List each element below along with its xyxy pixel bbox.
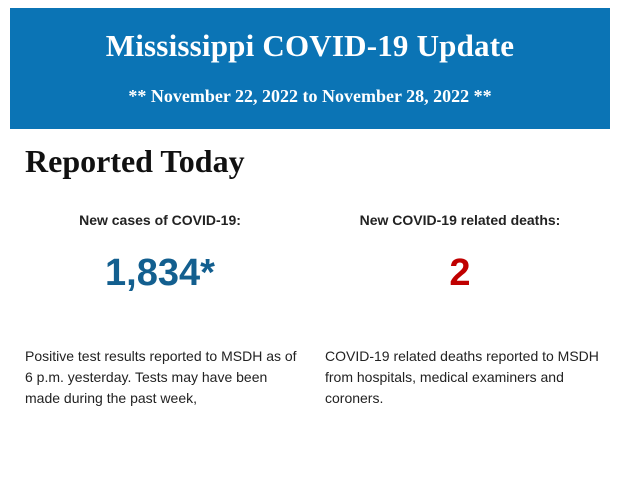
cases-label: New cases of COVID-19: [79,212,241,228]
cases-description: Positive test results reported to MSDH a… [25,348,297,406]
section-heading: Reported Today [25,143,245,179]
cases-stat-card: New cases of COVID-19: 1,834* [25,212,295,295]
deaths-stat-card: New COVID-19 related deaths: 2 [325,212,595,295]
cases-value: 1,834* [105,252,215,294]
deaths-description: COVID-19 related deaths reported to MSDH… [325,348,599,406]
date-range-subtitle: ** November 22, 2022 to November 28, 202… [128,86,492,106]
header-banner: Mississippi COVID-19 Update ** November … [10,8,610,129]
deaths-value: 2 [449,252,471,294]
deaths-label: New COVID-19 related deaths: [359,212,561,228]
page-title: Mississippi COVID-19 Update [105,28,515,63]
